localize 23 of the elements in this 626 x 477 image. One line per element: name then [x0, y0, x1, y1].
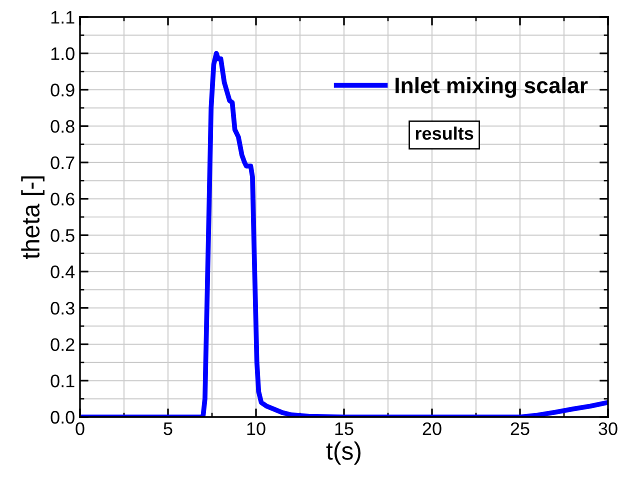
y-tick-label: 0.8: [50, 120, 74, 133]
x-tick-label: 25: [510, 422, 530, 436]
y-tick-label: 0.1: [50, 374, 74, 388]
y-tick-label: 1.0: [51, 47, 74, 60]
y-tick-label: 0.2: [50, 338, 74, 351]
x-tick-label: 30: [598, 422, 618, 436]
x-axis-title: t(s): [326, 441, 360, 465]
y-tick-label: 0.9: [50, 84, 74, 96]
y-tick-label: 0.3: [50, 302, 74, 315]
y-tick-label: 0.7: [50, 156, 74, 170]
x-tick-label: 15: [335, 422, 354, 436]
x-tick-label: 5: [164, 422, 172, 436]
x-tick-label: 0: [76, 422, 84, 436]
y-tick-label: 1.1: [51, 11, 74, 24]
x-tick-label: 20: [422, 422, 442, 436]
y-tick-label: 0.5: [50, 229, 74, 242]
y-tick-label: 0.0: [50, 410, 74, 424]
y-axis-title: theta [-]: [21, 176, 44, 259]
y-tick-label: 0.6: [50, 192, 74, 206]
annotation: results: [416, 126, 474, 140]
y-tick-label: 0.4: [50, 265, 75, 278]
legend-label: Inlet mixing scalar: [396, 77, 588, 98]
x-tick-label: 10: [247, 422, 266, 436]
